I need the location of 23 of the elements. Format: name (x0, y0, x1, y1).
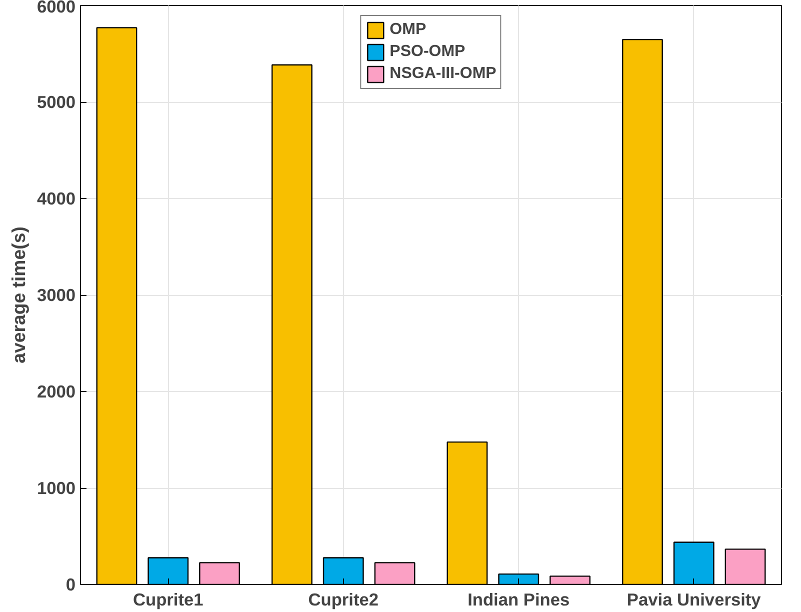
y-tick-label: 1000 (36, 478, 76, 498)
x-tick-label: Indian Pines (468, 590, 570, 610)
x-tick-label: Cuprite1 (132, 590, 204, 610)
y-axis-title: average time(s) (8, 226, 29, 364)
legend-label: PSO-OMP (390, 43, 466, 61)
bar (199, 562, 240, 584)
legend-label: OMP (390, 21, 426, 39)
y-tick-label: 5000 (36, 92, 76, 112)
bar (96, 27, 138, 584)
x-tick-label: Cuprite2 (308, 590, 379, 610)
bar (550, 576, 590, 584)
legend-label: NSGA-III-OMP (390, 65, 496, 83)
x-tick-label: Pavia University (626, 590, 762, 610)
y-tick-label: 6000 (36, 0, 76, 16)
bar (272, 64, 312, 584)
y-tick-label: 2000 (36, 382, 76, 402)
bar (622, 38, 663, 584)
y-tick-label: 3000 (36, 285, 76, 305)
bar (374, 562, 416, 584)
y-tick-label: 4000 (36, 188, 76, 208)
bar (724, 548, 766, 584)
bar (446, 441, 488, 584)
y-tick-label: 0 (66, 574, 76, 594)
